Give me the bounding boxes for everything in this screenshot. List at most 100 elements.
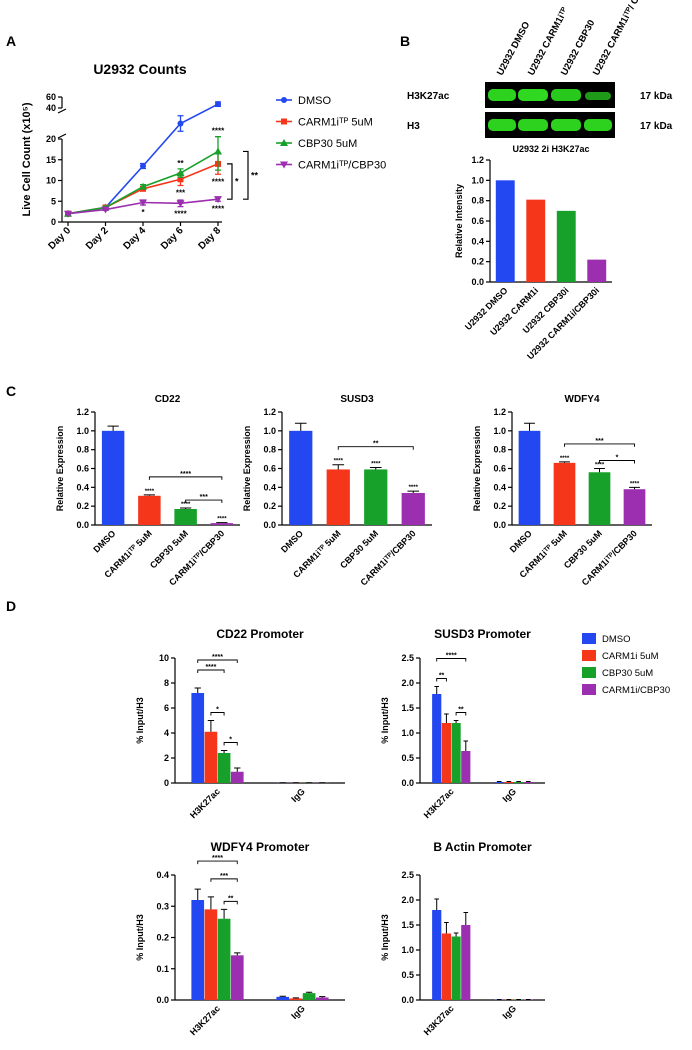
bracket xyxy=(210,878,238,882)
chart-title: U2932 2i H3K27ac xyxy=(512,144,589,154)
bracket xyxy=(564,443,635,447)
western-blot xyxy=(485,82,615,138)
chart-title: WDFY4 Promoter xyxy=(211,840,310,854)
error-bar xyxy=(294,422,307,431)
bar xyxy=(138,495,161,525)
y-tick-label: 0 xyxy=(164,778,169,788)
legend-label: DMSO xyxy=(602,634,631,645)
significance: **** xyxy=(630,481,640,487)
significance: **** xyxy=(595,463,605,469)
error-bar xyxy=(319,996,326,998)
y-tick-label: 0.6 xyxy=(263,464,276,474)
bar xyxy=(276,996,290,1000)
y-tick-label: 0.8 xyxy=(493,445,506,455)
legend-swatch xyxy=(582,650,596,661)
bracket-label: * xyxy=(229,737,232,744)
chart-title: B Actin Promoter xyxy=(433,840,532,854)
band xyxy=(584,119,612,131)
y-tick-label: 2.0 xyxy=(401,895,414,905)
blot-row-label: H3 xyxy=(407,121,420,132)
legend-swatch xyxy=(582,684,596,695)
marker xyxy=(64,210,72,218)
bar xyxy=(553,462,576,525)
band xyxy=(488,119,516,131)
y-tick-label: 1.5 xyxy=(401,920,414,930)
marker xyxy=(281,97,287,103)
y-axis-label: Relative Intensity xyxy=(454,184,464,258)
bracket xyxy=(337,446,414,450)
axis-break xyxy=(57,133,67,139)
bar xyxy=(326,469,350,525)
error-bar xyxy=(559,461,570,463)
y-tick-label: 0 xyxy=(51,217,56,227)
lane-label: U2932 CARM1iᵀᴾ/ CBP30 xyxy=(591,0,653,77)
y-tick-label: 2.5 xyxy=(401,653,414,663)
significance: **** xyxy=(174,210,187,219)
bracket-label: * xyxy=(616,455,619,462)
legend-label: CARM1i/CBP30 xyxy=(602,685,670,696)
chart-title: WDFY4 xyxy=(565,394,600,405)
x-tick-label: H3K27ac xyxy=(188,1003,222,1037)
significance: **** xyxy=(409,485,419,491)
blot-size-label: 17 kDa xyxy=(640,91,673,102)
marker xyxy=(281,118,287,125)
bar xyxy=(441,723,451,783)
chart-title: SUSD3 Promoter xyxy=(434,627,531,641)
y-tick-label: 1.0 xyxy=(471,175,484,185)
marker xyxy=(280,161,288,169)
y-tick-label: 0.4 xyxy=(76,482,89,492)
bar xyxy=(495,180,515,282)
x-tick-label: IgG xyxy=(289,1003,307,1021)
significance: **** xyxy=(145,489,155,495)
bracket-label: ** xyxy=(251,170,259,180)
error-bar xyxy=(407,490,420,493)
bar xyxy=(217,753,231,783)
legend-label: CARM1iᵀᴾ 5uM xyxy=(298,117,373,129)
bracket xyxy=(436,678,447,682)
error-bar xyxy=(332,464,345,470)
bar xyxy=(401,492,425,525)
bracket xyxy=(197,669,225,673)
y-axis-label: % Input/H3 xyxy=(135,697,145,744)
y-tick-label: 0.1 xyxy=(156,964,169,974)
y-tick-label: 0.0 xyxy=(263,520,276,530)
y-tick-label: 2.0 xyxy=(401,678,414,688)
bar xyxy=(441,933,451,1000)
error-bar xyxy=(506,781,512,782)
blot-size-label: 17 kDa xyxy=(640,121,673,132)
y-tick-label: 0.6 xyxy=(493,464,506,474)
y-tick-label: 15 xyxy=(46,155,56,165)
error-bar xyxy=(143,494,155,496)
error-bar xyxy=(234,952,241,956)
error-bar xyxy=(444,922,449,934)
legend-swatch xyxy=(582,667,596,678)
y-tick-label: 0.4 xyxy=(156,870,169,880)
axis-break xyxy=(57,108,67,114)
bar xyxy=(204,909,218,1000)
y-tick-label: 2.5 xyxy=(401,870,414,880)
band xyxy=(585,92,611,100)
band xyxy=(488,89,516,101)
significance: **** xyxy=(181,502,191,508)
marker xyxy=(177,176,184,183)
bracket xyxy=(148,476,223,480)
bar xyxy=(461,751,471,783)
bar xyxy=(451,723,461,783)
y-tick-label: 0.2 xyxy=(493,501,506,511)
y-tick-label: 1.2 xyxy=(471,155,484,165)
bracket-label: * xyxy=(216,707,219,714)
error-bar xyxy=(434,686,440,694)
x-tick-label: DMSO xyxy=(91,528,117,554)
bracket xyxy=(210,712,225,716)
bar xyxy=(289,430,313,525)
y-axis-label: % Input/H3 xyxy=(380,697,390,744)
y-tick-label: 0.2 xyxy=(156,933,169,943)
marker xyxy=(101,206,110,214)
y-tick-label: 8 xyxy=(164,678,169,688)
error-bar xyxy=(463,912,469,925)
y-tick-label: 0.0 xyxy=(471,277,484,287)
x-tick-label: Day 2 xyxy=(84,225,111,252)
bracket-label: * xyxy=(235,177,239,187)
legend-swatch xyxy=(582,633,596,644)
error-bar xyxy=(369,467,382,470)
